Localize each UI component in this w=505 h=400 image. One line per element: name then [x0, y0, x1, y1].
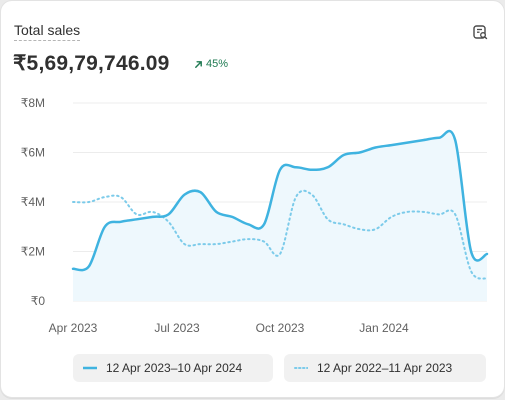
y-tick-label: ₹4M [21, 195, 45, 209]
legend-item-current[interactable]: 12 Apr 2023–10 Apr 2024 [73, 354, 273, 382]
chart-export-button[interactable] [469, 21, 491, 43]
x-tick-label: Apr 2023 [49, 321, 98, 335]
card-title[interactable]: Total sales [14, 22, 81, 41]
x-tick-label: Jul 2023 [154, 321, 200, 335]
x-tick-label: Jan 2024 [359, 321, 409, 335]
y-tick-label: ₹6M [21, 146, 45, 160]
change-badge: 45% [194, 58, 228, 70]
change-percent: 45% [206, 58, 229, 70]
legend-label-previous: 12 Apr 2022–11 Apr 2023 [317, 361, 453, 375]
x-tick-label: Oct 2023 [256, 321, 305, 335]
current-series-area [73, 131, 487, 301]
y-tick-label: ₹0 [31, 294, 46, 308]
current-period-line [71, 129, 489, 272]
previous-period-line [72, 189, 488, 280]
legend-label-current: 12 Apr 2023–10 Apr 2024 [106, 361, 243, 375]
legend-dotted-line-icon [294, 367, 308, 369]
legend-item-previous[interactable]: 12 Apr 2022–11 Apr 2023 [284, 354, 486, 382]
chart-export-icon [473, 25, 488, 40]
arrow-up-right-icon [195, 60, 202, 68]
y-tick-label: ₹2M [21, 245, 45, 259]
y-tick-label: ₹8M [21, 96, 45, 110]
legend-solid-line-icon [83, 366, 97, 370]
total-sales-value: ₹5,69,79,746.09 [13, 52, 170, 75]
sales-line-chart: ₹0 ₹2M ₹4M ₹6M ₹8M Apr 2023 Jul 2023 Oct 2023 Ja… [21, 96, 489, 335]
